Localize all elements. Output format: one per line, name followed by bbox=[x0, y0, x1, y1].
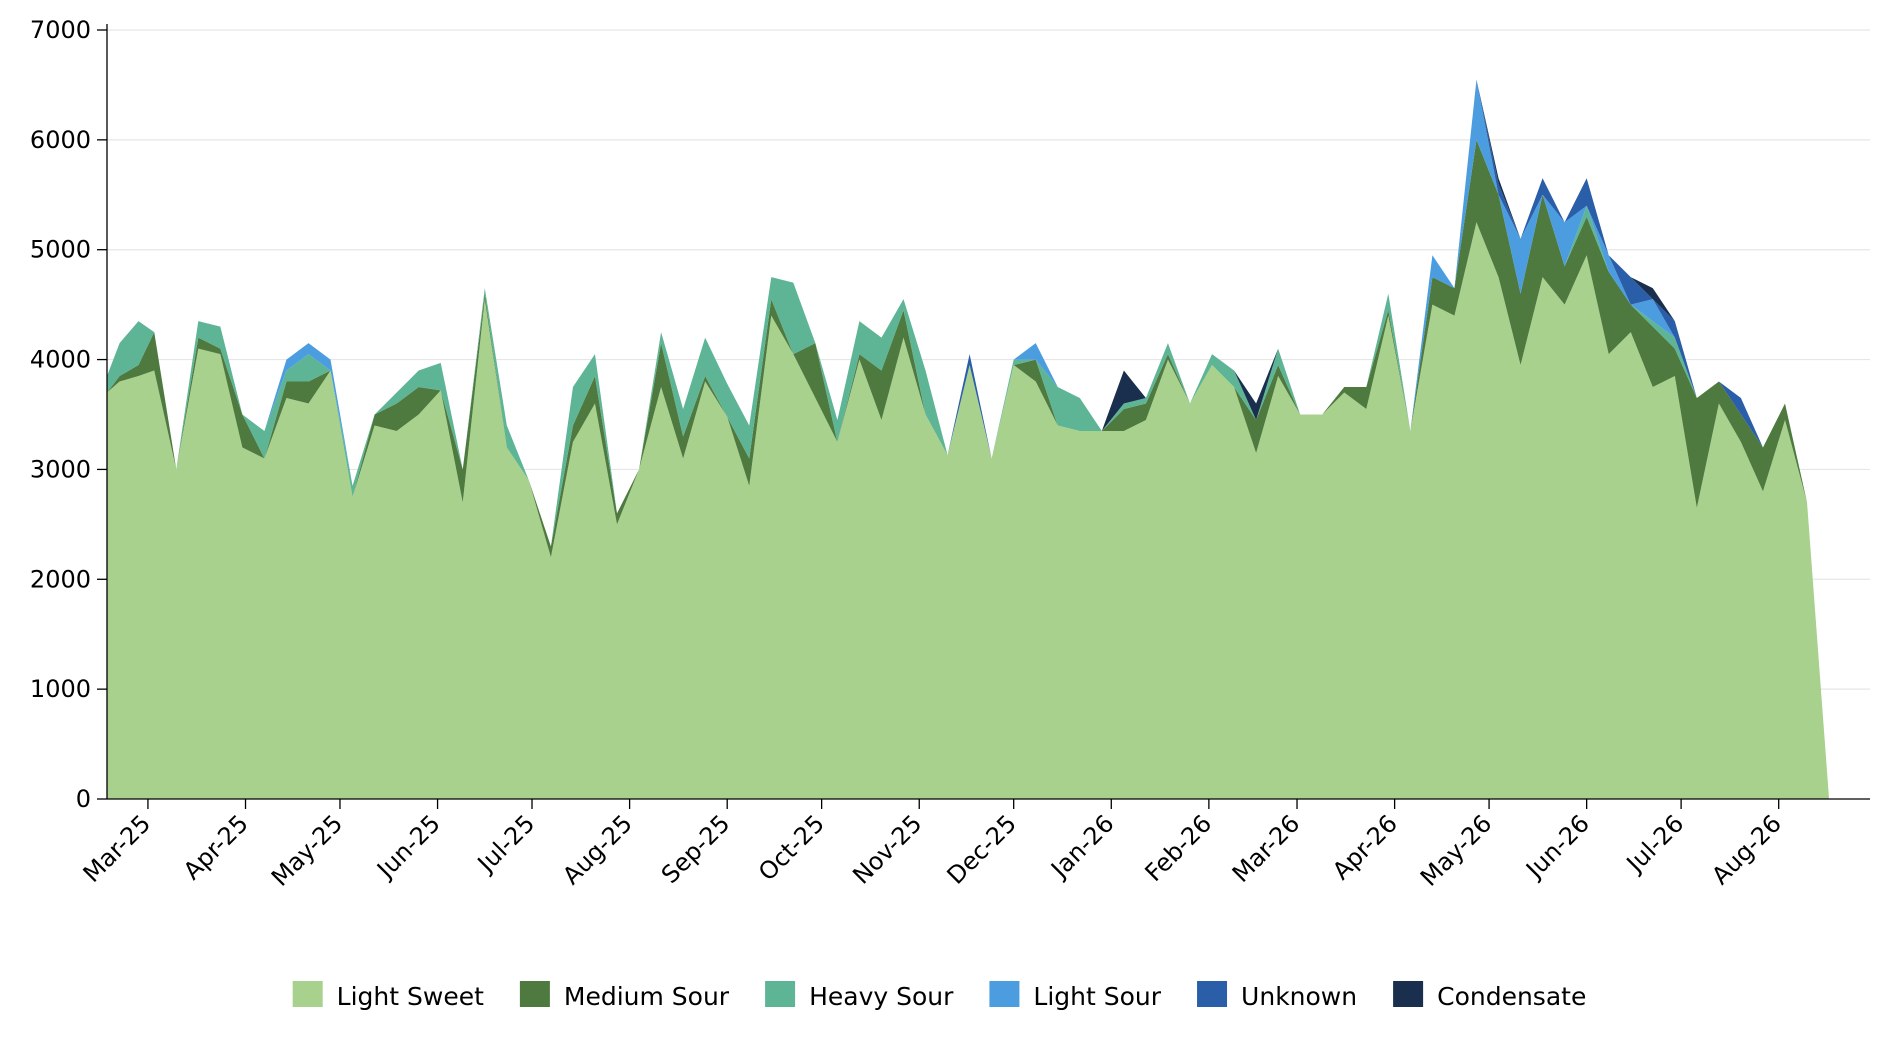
area-medium-sour bbox=[107, 139, 1870, 800]
legend-item-medium-sour: Medium Sour bbox=[519, 981, 730, 1011]
x-tick-label: Oct-25 bbox=[753, 809, 830, 886]
y-tick-label: 2000 bbox=[30, 565, 91, 593]
x-tick-label: Apr-26 bbox=[1327, 809, 1403, 885]
legend: Light Sweet Medium Sour Heavy Sour Light So… bbox=[292, 981, 1586, 1011]
legend-label: Condensate bbox=[1437, 982, 1586, 1011]
x-tick-label: Jan-26 bbox=[1044, 809, 1119, 884]
y-tick-label: 6000 bbox=[30, 126, 91, 154]
y-tick-label: 1000 bbox=[30, 675, 91, 703]
x-tick-label: Feb-26 bbox=[1140, 809, 1218, 887]
legend-swatch bbox=[1197, 981, 1228, 1007]
legend-swatch bbox=[292, 981, 323, 1007]
legend-item-light-sour: Light Sour bbox=[989, 981, 1162, 1011]
y-axis-ticks: 0 1000 2000 3000 4000 5000 6000 7000 bbox=[30, 16, 107, 813]
legend-item-light-sweet: Light Sweet bbox=[292, 981, 484, 1011]
legend-swatch bbox=[989, 981, 1020, 1007]
legend-swatch bbox=[519, 981, 550, 1007]
x-tick-label: Jul-25 bbox=[471, 809, 540, 878]
x-axis-ticks: Mar-25 Apr-25 May-25 Jun-25 Jul-25 Aug-25 Sep-… bbox=[78, 799, 1787, 892]
y-tick-label: 4000 bbox=[30, 346, 91, 374]
x-tick-label: May-25 bbox=[266, 809, 348, 891]
legend-swatch bbox=[1393, 981, 1424, 1007]
legend-label: Heavy Sour bbox=[809, 982, 954, 1011]
x-tick-label: Mar-25 bbox=[78, 809, 156, 887]
x-tick-label: Aug-26 bbox=[1706, 809, 1787, 890]
area-light-sweet bbox=[107, 222, 1870, 799]
x-tick-label: Jul-26 bbox=[1620, 809, 1689, 878]
legend-label: Medium Sour bbox=[564, 982, 730, 1011]
y-tick-label: 7000 bbox=[30, 16, 91, 44]
legend-item-condensate: Condensate bbox=[1393, 981, 1586, 1011]
legend-label: Light Sweet bbox=[337, 982, 484, 1011]
x-tick-label: Dec-25 bbox=[942, 809, 1022, 889]
y-tick-label: 3000 bbox=[30, 455, 91, 483]
x-tick-label: Jun-25 bbox=[370, 809, 445, 884]
x-tick-label: Sep-25 bbox=[656, 809, 736, 889]
legend-label: Unknown bbox=[1241, 982, 1357, 1011]
x-tick-label: Nov-25 bbox=[847, 809, 927, 889]
x-tick-label: Jun-26 bbox=[1519, 809, 1594, 884]
legend-item-heavy-sour: Heavy Sour bbox=[765, 981, 954, 1011]
x-tick-label: Apr-25 bbox=[178, 809, 254, 885]
y-tick-label: 5000 bbox=[30, 236, 91, 264]
x-tick-label: May-26 bbox=[1415, 809, 1497, 891]
legend-swatch bbox=[765, 981, 796, 1007]
y-tick-label: 0 bbox=[76, 785, 91, 813]
legend-label: Light Sour bbox=[1033, 982, 1161, 1011]
legend-item-unknown: Unknown bbox=[1197, 981, 1357, 1011]
x-tick-label: Aug-25 bbox=[557, 809, 638, 890]
area-series-group bbox=[107, 79, 1870, 800]
x-tick-label: Mar-26 bbox=[1227, 809, 1305, 887]
